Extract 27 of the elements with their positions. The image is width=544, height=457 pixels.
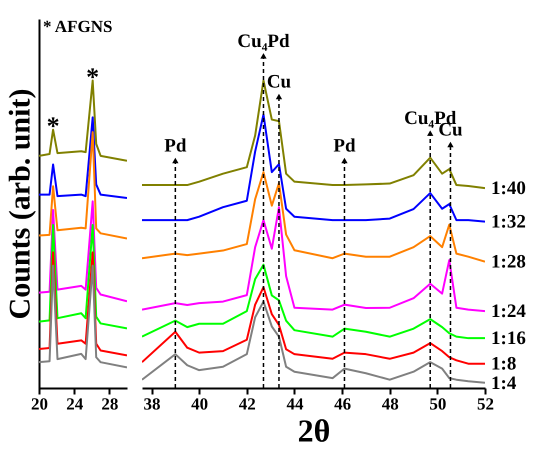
ref-line-label: Pd	[164, 135, 187, 156]
ref-line-label: Pd	[333, 135, 356, 156]
series-label: 1:4	[491, 372, 517, 394]
x-tick-label: 24	[66, 394, 84, 414]
x-tick-label: 50	[429, 394, 446, 414]
series-label: 1:28	[491, 252, 526, 273]
series-label: 1:8	[491, 354, 516, 375]
x-tick-label: 48	[382, 394, 399, 414]
series-label: 1:32	[491, 212, 526, 233]
series-label: 1:24	[491, 301, 526, 322]
annotation: *	[46, 112, 60, 141]
x-tick-label: 52	[477, 394, 494, 414]
annotation: *	[86, 62, 100, 92]
ref-line-label: Cu	[266, 71, 292, 92]
x-tick-label: 46	[334, 394, 352, 414]
x-tick-label: 42	[238, 394, 256, 414]
text: * AFGNS	[43, 17, 112, 36]
x-axis-title: 2θ	[298, 412, 330, 448]
y-axis-title: Counts (arb. unit)	[4, 88, 36, 320]
series-label: 1:16	[491, 328, 526, 350]
x-tick-label: 28	[101, 394, 118, 414]
x-tick-label: 20	[31, 394, 48, 414]
x-tick-label: 44	[286, 394, 304, 414]
series-label: 1:40	[491, 178, 526, 200]
ref-line-label: Cu₄Pd	[237, 30, 290, 52]
x-tick-label: 40	[191, 394, 208, 414]
x-tick-label: 38	[144, 394, 161, 414]
